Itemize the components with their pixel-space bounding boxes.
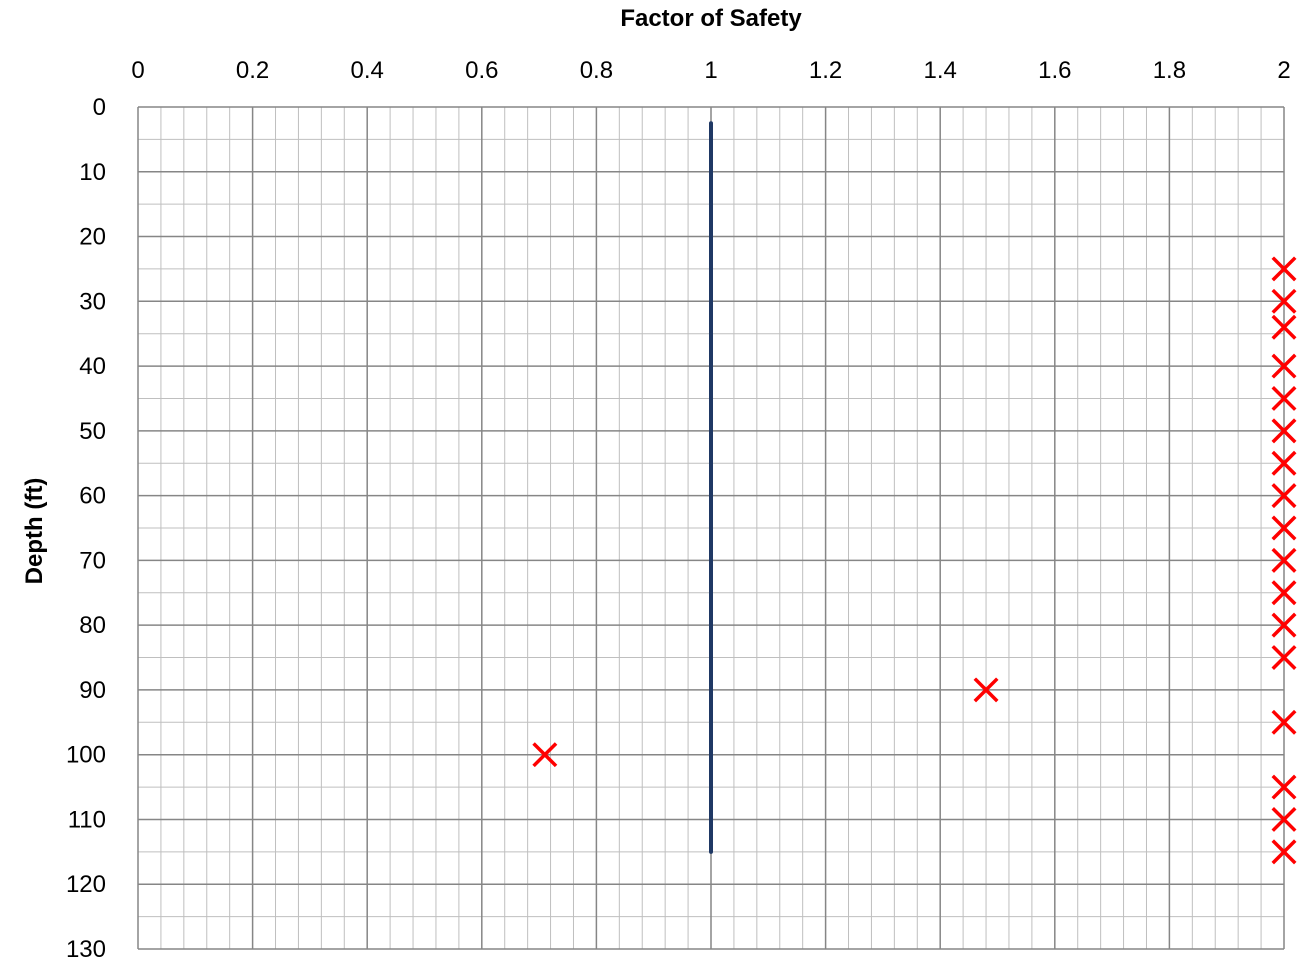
data-point-marker [1271, 418, 1297, 444]
data-point-marker [1271, 288, 1297, 314]
y-tick-label: 110 [68, 806, 106, 833]
data-point-marker [1271, 806, 1297, 832]
x-tick-labels: 0 0.2 0.4 0.6 0.8 1 1.2 1.4 1.6 1.8 2 [131, 57, 1290, 84]
x-tick-label: 0.8 [580, 57, 613, 84]
y-tick-label: 120 [66, 871, 106, 898]
x-tick-label: 1.4 [924, 57, 957, 84]
data-point-marker [973, 677, 999, 703]
x-tick-label: 2 [1277, 57, 1290, 84]
y-tick-label: 90 [79, 677, 106, 704]
series-layer [532, 121, 1297, 865]
y-tick-label: 80 [79, 612, 106, 639]
y-tick-label: 10 [79, 159, 106, 186]
data-point-marker [1271, 612, 1297, 638]
x-tick-label: 1 [704, 57, 717, 84]
x-tick-label: 1.6 [1038, 57, 1071, 84]
data-point-marker [1271, 353, 1297, 379]
y-tick-label: 30 [79, 288, 106, 315]
x-tick-label: 1.8 [1153, 57, 1186, 84]
data-point-marker [1271, 774, 1297, 800]
data-point-marker [1271, 256, 1297, 282]
x-axis-title: Factor of Safety [620, 5, 802, 32]
data-point-marker [1271, 580, 1297, 606]
data-point-marker [1271, 385, 1297, 411]
data-point-marker [1271, 314, 1297, 340]
data-point-marker [1271, 645, 1297, 671]
x-tick-label: 0 [131, 57, 144, 84]
x-tick-label: 0.6 [465, 57, 498, 84]
y-tick-label: 130 [66, 936, 106, 963]
y-tick-label: 70 [79, 547, 106, 574]
x-tick-label: 0.4 [351, 57, 384, 84]
data-point-marker [1271, 515, 1297, 541]
y-tick-label: 60 [79, 483, 106, 510]
data-point-marker [1271, 547, 1297, 573]
y-tick-label: 100 [66, 742, 106, 769]
data-point-marker [1271, 483, 1297, 509]
y-tick-labels: 0 10 20 30 40 50 60 70 80 90 100 110 120 130 [66, 94, 106, 963]
y-tick-label: 50 [79, 418, 106, 445]
data-point-marker [1271, 839, 1297, 865]
y-tick-label: 0 [93, 94, 106, 121]
y-tick-label: 20 [79, 224, 106, 251]
x-tick-label: 0.2 [236, 57, 269, 84]
data-point-marker [1271, 709, 1297, 735]
y-tick-label: 40 [79, 353, 106, 380]
data-point-marker [1271, 450, 1297, 476]
y-axis-title: Depth (ft) [21, 478, 48, 585]
data-point-marker [532, 742, 558, 768]
x-tick-label: 1.2 [809, 57, 842, 84]
